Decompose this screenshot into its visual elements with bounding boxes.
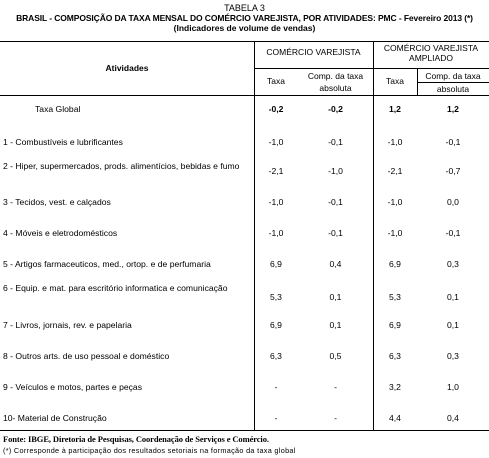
cell-comp-varejo: - (334, 382, 337, 392)
table-title: BRASIL - COMPOSIÇÃO DA TAXA MENSAL DO CO… (16, 13, 473, 23)
row-label: 7 - Livros, jornais, rev. e papelaria (3, 320, 132, 330)
cell-taxa-varejo: 6,9 (270, 320, 282, 330)
header-top-rule (0, 41, 489, 42)
cell-comp-ampliado: 0,3 (447, 351, 459, 361)
col-divider-c (417, 68, 418, 95)
row-label: 6 - Equip. e mat. para escritório inform… (3, 283, 228, 293)
table-subtitle: (Indicadores de volume de vendas) (173, 23, 316, 33)
row-label: 4 - Móveis e eletrodomésticos (3, 228, 118, 238)
cell-comp-ampliado: 0,0 (447, 197, 459, 207)
cell-taxa-varejo: -2,1 (268, 166, 284, 176)
table-bottom-rule (0, 430, 489, 431)
cell-taxa-ampliado: -1,0 (387, 228, 403, 238)
table-number: TABELA 3 (224, 3, 265, 13)
col-divider-a (254, 41, 255, 430)
row-label: 8 - Outros arts. de uso pessoal e domést… (3, 351, 170, 361)
cell-taxa-ampliado: 4,4 (389, 413, 401, 423)
header-bottom-rule (0, 95, 489, 96)
header-taxa-2: Taxa (386, 76, 404, 86)
row-label: Taxa Global (35, 104, 81, 114)
footer-source: Fonte: IBGE, Diretoria de Pesquisas, Coo… (3, 434, 269, 444)
cell-taxa-ampliado: 6,9 (389, 320, 401, 330)
row-label: 3 - Tecidos, vest. e calçados (3, 197, 111, 207)
cell-taxa-ampliado: 1,2 (389, 104, 401, 114)
cell-comp-varejo: -0,1 (328, 197, 343, 207)
cell-comp-varejo: - (334, 413, 337, 423)
header-comp-1-line2: absoluta (319, 83, 352, 93)
cell-taxa-ampliado: 6,9 (389, 259, 401, 269)
cell-comp-varejo: 0,5 (329, 351, 342, 361)
cell-taxa-ampliado: 5,3 (389, 292, 401, 302)
cell-comp-varejo: -0,1 (328, 137, 343, 147)
header-comp-2-line1: Comp. da taxa (425, 71, 481, 81)
cell-comp-ampliado: 0,1 (447, 292, 459, 302)
row-label: 10- Material de Construção (3, 413, 107, 423)
cell-taxa-ampliado: -1,0 (387, 197, 403, 207)
header-taxa-1: Taxa (267, 76, 285, 86)
cell-comp-ampliado: 0,4 (447, 413, 459, 423)
header-group-2: COMÉRCIO VAREJISTA AMPLIADO (383, 43, 479, 63)
cell-taxa-ampliado: 3,2 (389, 382, 401, 392)
header-group-1: COMÉRCIO VAREJISTA (266, 47, 361, 57)
row-label: 9 - Veículos e motos, partes e peças (3, 382, 143, 392)
cell-comp-varejo: -1,0 (328, 166, 343, 176)
cell-comp-varejo: -0,2 (328, 104, 343, 114)
cell-taxa-ampliado: -2,1 (387, 166, 403, 176)
header-comp-1-line1: Comp. da taxa (307, 71, 364, 81)
cell-taxa-varejo: -0,2 (268, 104, 284, 114)
footer-note: (*) Corresponde à participação dos resul… (3, 446, 296, 455)
cell-comp-varejo: -0,1 (328, 228, 343, 238)
cell-comp-ampliado: -0,7 (445, 166, 461, 176)
cell-comp-ampliado: 1,2 (447, 104, 459, 114)
cell-taxa-ampliado: 6,3 (389, 351, 401, 361)
header-atividades: Atividades (105, 63, 149, 73)
cell-comp-ampliado: -0,1 (445, 228, 461, 238)
cell-taxa-varejo: 6,3 (270, 351, 282, 361)
row-label: 2 - Hiper, supermercados, prods. aliment… (3, 161, 240, 171)
row-label: 5 - Artigos farmaceuticos, med., ortop. … (3, 259, 211, 269)
col-divider-b (373, 41, 374, 430)
row-label: 1 - Combustíveis e lubrificantes (3, 137, 123, 147)
table-titles: TABELA 3 BRASIL - COMPOSIÇÃO DA TAXA MEN… (0, 3, 489, 34)
cell-taxa-varejo: 5,3 (270, 292, 282, 302)
cell-taxa-varejo: - (274, 413, 278, 423)
header-comp-2-line2: absoluta (436, 84, 470, 94)
group-rule-1 (254, 68, 373, 69)
cell-taxa-varejo: -1,0 (268, 228, 284, 238)
group-rule-2 (373, 68, 489, 69)
cell-comp-ampliado: 1,0 (447, 382, 459, 392)
cell-comp-ampliado: 0,1 (447, 320, 459, 330)
cell-taxa-ampliado: -1,0 (387, 137, 403, 147)
sub-rule-4 (417, 82, 489, 83)
cell-taxa-varejo: -1,0 (268, 137, 284, 147)
cell-comp-varejo: 0,1 (329, 292, 342, 302)
cell-comp-ampliado: -0,1 (445, 137, 461, 147)
cell-comp-ampliado: 0,3 (447, 259, 459, 269)
cell-comp-varejo: 0,4 (329, 259, 342, 269)
cell-taxa-varejo: 6,9 (270, 259, 282, 269)
cell-taxa-varejo: - (274, 382, 278, 392)
cell-comp-varejo: 0,1 (329, 320, 342, 330)
cell-taxa-varejo: -1,0 (268, 197, 284, 207)
